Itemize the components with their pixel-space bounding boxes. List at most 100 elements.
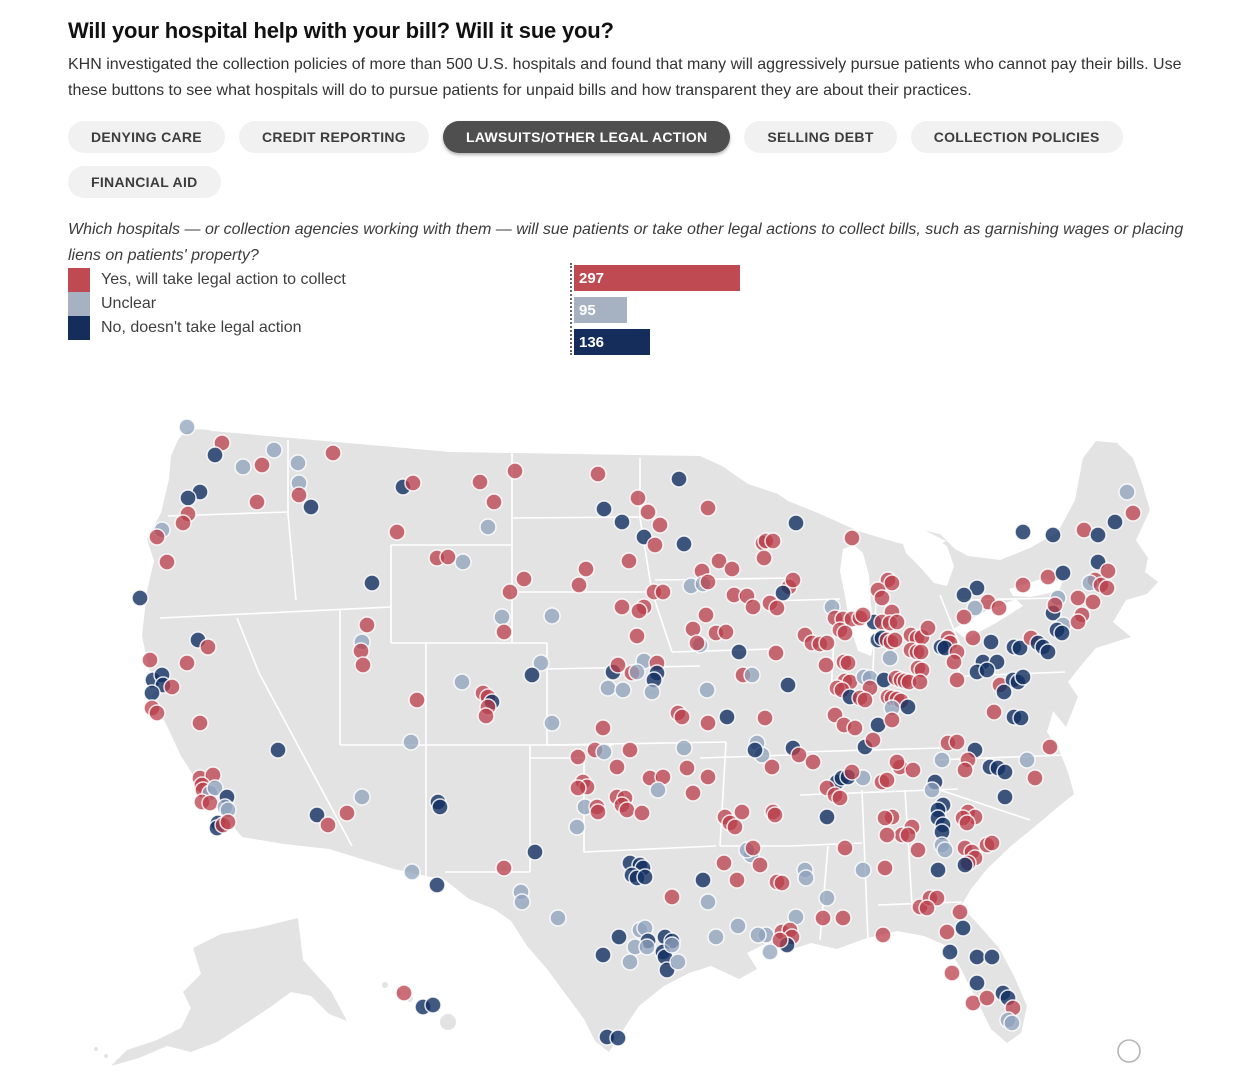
hospital-dot-n[interactable] bbox=[1012, 709, 1030, 727]
hospital-dot-y[interactable] bbox=[817, 656, 835, 674]
hospital-dot-n[interactable] bbox=[670, 470, 688, 488]
hospital-dot-y[interactable] bbox=[814, 909, 832, 927]
hospital-dot-n[interactable] bbox=[941, 943, 959, 961]
hospital-dot-u[interactable] bbox=[643, 683, 661, 701]
hospital-dot-y[interactable] bbox=[253, 456, 271, 474]
hospital-dot-n[interactable] bbox=[996, 788, 1014, 806]
hospital-dot-y[interactable] bbox=[699, 573, 717, 591]
hospital-dot-u[interactable] bbox=[675, 739, 693, 757]
hospital-dot-n[interactable] bbox=[523, 666, 541, 684]
hospital-dot-u[interactable] bbox=[743, 666, 761, 684]
hospital-dot-n[interactable] bbox=[363, 574, 381, 592]
hospital-dot-y[interactable] bbox=[1026, 769, 1044, 787]
hospital-dot-n[interactable] bbox=[746, 741, 764, 759]
hospital-dot-y[interactable] bbox=[1084, 593, 1102, 611]
hospital-dot-n[interactable] bbox=[143, 684, 161, 702]
hospital-dot-y[interactable] bbox=[843, 763, 861, 781]
hospital-dot-u[interactable] bbox=[614, 681, 632, 699]
hospital-dot-u[interactable] bbox=[493, 608, 511, 626]
hospital-dot-y[interactable] bbox=[629, 489, 647, 507]
hospital-dot-y[interactable] bbox=[174, 514, 192, 532]
hospital-dot-y[interactable] bbox=[1039, 568, 1057, 586]
hospital-dot-u[interactable] bbox=[881, 649, 899, 667]
hospital-dot-y[interactable] bbox=[191, 714, 209, 732]
hospital-dot-y[interactable] bbox=[163, 678, 181, 696]
hospital-dot-y[interactable] bbox=[876, 859, 894, 877]
hospital-dot-y[interactable] bbox=[678, 759, 696, 777]
hospital-dot-n[interactable] bbox=[1014, 523, 1032, 541]
hospital-dot-n[interactable] bbox=[610, 928, 628, 946]
hospital-dot-y[interactable] bbox=[874, 926, 892, 944]
hospital-dot-y[interactable] bbox=[495, 859, 513, 877]
hospital-dot-y[interactable] bbox=[319, 816, 337, 834]
hospital-dot-y[interactable] bbox=[864, 731, 882, 749]
hospital-dot-y[interactable] bbox=[1099, 562, 1117, 580]
hospital-dot-n[interactable] bbox=[636, 868, 654, 886]
hospital-dot-u[interactable] bbox=[649, 781, 667, 799]
hospital-dot-y[interactable] bbox=[955, 608, 973, 626]
hospital-dot-u[interactable] bbox=[568, 818, 586, 836]
hospital-dot-n[interactable] bbox=[269, 741, 287, 759]
hospital-dot-n[interactable] bbox=[131, 589, 149, 607]
hospital-dot-y[interactable] bbox=[699, 768, 717, 786]
hospital-dot-u[interactable] bbox=[599, 679, 617, 697]
hospital-dot-n[interactable] bbox=[1053, 624, 1071, 642]
hospital-dot-u[interactable] bbox=[595, 743, 613, 761]
hospital-dot-y[interactable] bbox=[495, 623, 513, 641]
hospital-dot-u[interactable] bbox=[707, 928, 725, 946]
hospital-dot-n[interactable] bbox=[956, 856, 974, 874]
hospital-dot-y[interactable] bbox=[983, 834, 1001, 852]
hospital-dot-y[interactable] bbox=[613, 598, 631, 616]
hospital-dot-y[interactable] bbox=[1069, 613, 1087, 631]
hospital-dot-n[interactable] bbox=[899, 698, 917, 716]
hospital-dot-u[interactable] bbox=[936, 841, 954, 859]
hospital-dot-y[interactable] bbox=[620, 552, 638, 570]
hospital-dot-y[interactable] bbox=[158, 553, 176, 571]
hospital-dot-y[interactable] bbox=[1069, 589, 1087, 607]
hospital-dot-u[interactable] bbox=[933, 751, 951, 769]
hospital-dot-y[interactable] bbox=[148, 704, 166, 722]
hospital-dot-y[interactable] bbox=[618, 801, 636, 819]
hospital-dot-u[interactable] bbox=[453, 673, 471, 691]
hospital-dot-y[interactable] bbox=[290, 486, 308, 504]
hospital-dot-n[interactable] bbox=[718, 708, 736, 726]
hospital-dot-y[interactable] bbox=[515, 570, 533, 588]
filter-button-lawsuits-other-legal-action[interactable]: LAWSUITS/OTHER LEGAL ACTION bbox=[442, 121, 731, 153]
hospital-dot-y[interactable] bbox=[141, 651, 159, 669]
hospital-dot-y[interactable] bbox=[651, 516, 669, 534]
hospital-dot-y[interactable] bbox=[771, 931, 789, 949]
hospital-dot-u[interactable] bbox=[234, 458, 252, 476]
hospital-dot-y[interactable] bbox=[834, 909, 852, 927]
hospital-dot-y[interactable] bbox=[763, 758, 781, 776]
hospital-dot-u[interactable] bbox=[549, 909, 567, 927]
hospital-dot-y[interactable] bbox=[948, 671, 966, 689]
hospital-dot-u[interactable] bbox=[621, 953, 639, 971]
hospital-dot-n[interactable] bbox=[424, 996, 442, 1014]
hospital-dot-u[interactable] bbox=[178, 418, 196, 436]
filter-button-selling-debt[interactable]: SELLING DEBT bbox=[744, 121, 897, 153]
hospital-dot-y[interactable] bbox=[178, 654, 196, 672]
hospital-dot-n[interactable] bbox=[179, 489, 197, 507]
hospital-dot-y[interactable] bbox=[873, 589, 891, 607]
filter-button-collection-policies[interactable]: COLLECTION POLICIES bbox=[910, 121, 1123, 153]
hospital-dot-y[interactable] bbox=[945, 653, 963, 671]
hospital-dot-n[interactable] bbox=[1089, 526, 1107, 544]
hospital-dot-u[interactable] bbox=[353, 788, 371, 806]
hospital-dot-y[interactable] bbox=[248, 493, 266, 511]
hospital-dot-y[interactable] bbox=[471, 473, 489, 491]
hospital-dot-u[interactable] bbox=[663, 936, 681, 954]
hospital-dot-n[interactable] bbox=[675, 535, 693, 553]
hospital-dot-n[interactable] bbox=[308, 806, 326, 824]
hospital-dot-y[interactable] bbox=[1124, 504, 1142, 522]
hospital-dot-y[interactable] bbox=[630, 602, 648, 620]
hospital-dot-y[interactable] bbox=[569, 779, 587, 797]
hospital-dot-y[interactable] bbox=[764, 532, 782, 550]
hospital-dot-y[interactable] bbox=[751, 856, 769, 874]
hospital-dot-y[interactable] bbox=[148, 528, 166, 546]
filter-button-credit-reporting[interactable]: CREDIT REPORTING bbox=[238, 121, 429, 153]
hospital-dot-y[interactable] bbox=[654, 583, 672, 601]
hospital-dot-y[interactable] bbox=[831, 789, 849, 807]
hospital-dot-y[interactable] bbox=[633, 804, 651, 822]
hospital-dot-n[interactable] bbox=[526, 843, 544, 861]
hospital-dot-y[interactable] bbox=[577, 560, 595, 578]
